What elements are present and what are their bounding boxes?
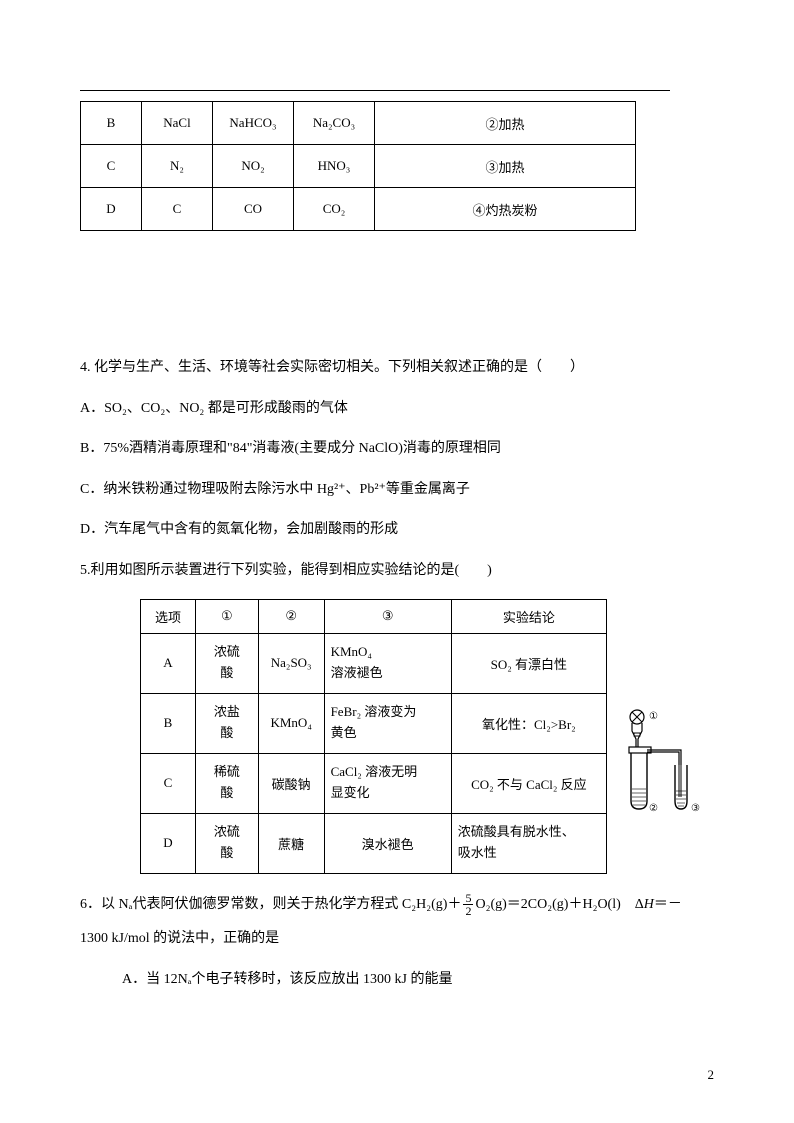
cell: C <box>81 145 142 188</box>
table-row: D C CO CO₂ ④灼热炭粉 <box>81 188 636 231</box>
q6-stem-line2: 1300 kJ/mol 的说法中，正确的是 <box>80 926 714 953</box>
cell: CaCl₂ 溶液无明显变化 <box>324 753 451 813</box>
cell: 蔗糖 <box>258 813 324 873</box>
cell: B <box>81 102 142 145</box>
q4-opt-d: D．汽车尾气中含有的氮氧化物，会加剧酸雨的形成 <box>80 517 714 544</box>
cell: 溴水褪色 <box>324 813 451 873</box>
table-2: 选项 ① ② ③ 实验结论 A 浓硫酸 Na₂SO₃ KMnO₄溶液褪色 SO₂… <box>140 599 607 874</box>
header-cell: ① <box>195 599 258 633</box>
cell: Na₂SO₃ <box>258 633 324 693</box>
cell: FeBr₂ 溶液变为黄色 <box>324 693 451 753</box>
fraction: 52 <box>463 892 473 917</box>
cell: C <box>142 188 213 231</box>
header-cell: 选项 <box>141 599 196 633</box>
table-row: B NaCl NaHCO₃ Na₂CO₃ ②加热 <box>81 102 636 145</box>
cell: 氧化性：Cl₂>Br₂ <box>451 693 606 753</box>
cell: NaCl <box>142 102 213 145</box>
cell: 浓盐酸 <box>195 693 258 753</box>
top-rule <box>80 90 670 91</box>
table-row: D 浓硫酸 蔗糖 溴水褪色 浓硫酸具有脱水性、吸水性 <box>141 813 607 873</box>
cell: 浓硫酸 <box>195 813 258 873</box>
q4-stem: 4. 化学与生产、生活、环境等社会实际密切相关。下列相关叙述正确的是（ ） <box>80 355 714 382</box>
cell: N₂ <box>142 145 213 188</box>
apparatus-label-2: ② <box>649 803 658 814</box>
table-row: C 稀硫酸 碳酸钠 CaCl₂ 溶液无明显变化 CO₂ 不与 CaCl₂ 反应 <box>141 753 607 813</box>
table-header-row: 选项 ① ② ③ 实验结论 <box>141 599 607 633</box>
cell: NaHCO₃ <box>213 102 294 145</box>
cell: D <box>141 813 196 873</box>
cell: Na₂CO₃ <box>294 102 375 145</box>
q4-opt-a: A．SO₂、CO₂、NO₂ 都是可形成酸雨的气体 <box>80 396 714 423</box>
cell: B <box>141 693 196 753</box>
table-1: B NaCl NaHCO₃ Na₂CO₃ ②加热 C N₂ NO₂ HNO₃ ③… <box>80 101 636 231</box>
cell: KMnO₄溶液褪色 <box>324 633 451 693</box>
cell: CO₂ 不与 CaCl₂ 反应 <box>451 753 606 813</box>
header-cell: ③ <box>324 599 451 633</box>
apparatus-diagram: ① ② <box>619 709 714 824</box>
cell: 浓硫酸 <box>195 633 258 693</box>
cell: D <box>81 188 142 231</box>
cell: A <box>141 633 196 693</box>
page-number: 2 <box>708 1067 715 1083</box>
cell: 碳酸钠 <box>258 753 324 813</box>
q6-opt-a: A．当 12Nₐ个电子转移时，该反应放出 1300 kJ 的能量 <box>80 967 714 994</box>
cell: ④灼热炭粉 <box>375 188 636 231</box>
table-row: A 浓硫酸 Na₂SO₃ KMnO₄溶液褪色 SO₂ 有漂白性 <box>141 633 607 693</box>
q4-opt-c: C．纳米铁粉通过物理吸附去除污水中 Hg²⁺、Pb²⁺等重金属离子 <box>80 477 714 504</box>
cell: CO <box>213 188 294 231</box>
cell: HNO₃ <box>294 145 375 188</box>
cell: ②加热 <box>375 102 636 145</box>
header-cell: 实验结论 <box>451 599 606 633</box>
q5-stem: 5.利用如图所示装置进行下列实验，能得到相应实验结论的是( ) <box>80 558 714 585</box>
cell: C <box>141 753 196 813</box>
q6-stem: 6．以 Nₐ代表阿伏伽德罗常数，则关于热化学方程式 C₂H₂(g)＋52O₂(g… <box>80 892 714 919</box>
cell: SO₂ 有漂白性 <box>451 633 606 693</box>
apparatus-label-1: ① <box>649 711 658 722</box>
header-cell: ② <box>258 599 324 633</box>
table-row: C N₂ NO₂ HNO₃ ③加热 <box>81 145 636 188</box>
q4-opt-b: B．75%酒精消毒原理和"84"消毒液(主要成分 NaClO)消毒的原理相同 <box>80 436 714 463</box>
cell: ③加热 <box>375 145 636 188</box>
table-row: B 浓盐酸 KMnO₄ FeBr₂ 溶液变为黄色 氧化性：Cl₂>Br₂ <box>141 693 607 753</box>
apparatus-label-3: ③ <box>691 803 700 814</box>
cell: NO₂ <box>213 145 294 188</box>
cell: 稀硫酸 <box>195 753 258 813</box>
cell: 浓硫酸具有脱水性、吸水性 <box>451 813 606 873</box>
cell: KMnO₄ <box>258 693 324 753</box>
cell: CO₂ <box>294 188 375 231</box>
